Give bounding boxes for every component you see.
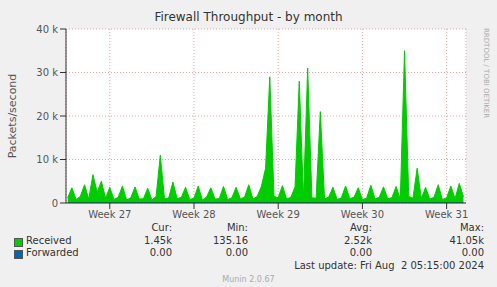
html-text:Avg:: Avg: bbox=[350, 222, 372, 233]
html-text:Munin 2.0.67: Munin 2.0.67 bbox=[222, 275, 275, 284]
svg-text:Week 28: Week 28 bbox=[172, 209, 215, 220]
html-text:RRDTOOL / TOBI OETIKER: RRDTOOL / TOBI OETIKER bbox=[482, 28, 490, 119]
html-text:Firewall Throughput - by month: Firewall Throughput - by month bbox=[154, 10, 343, 24]
html-text:Received: Received bbox=[26, 235, 72, 246]
html-text:Max:: Max: bbox=[460, 222, 484, 233]
html-text:0.00: 0.00 bbox=[149, 247, 172, 258]
svg-text:Week 29: Week 29 bbox=[257, 209, 300, 220]
svg-text:Packets/second: Packets/second bbox=[8, 74, 19, 159]
html-text:Forwarded: Forwarded bbox=[26, 247, 79, 258]
svg-text:20 k: 20 k bbox=[36, 111, 58, 122]
html-text:Min:: Min: bbox=[226, 222, 248, 233]
html-text:Cur:: Cur: bbox=[151, 222, 172, 233]
html-text:0.00: 0.00 bbox=[461, 247, 484, 258]
svg-text:Week 27: Week 27 bbox=[88, 209, 131, 220]
html-text:0.00: 0.00 bbox=[349, 247, 372, 258]
svg-text:10 k: 10 k bbox=[36, 154, 58, 165]
svg-text:Week 30: Week 30 bbox=[341, 209, 384, 220]
html-text:135.16: 135.16 bbox=[213, 235, 248, 246]
svg-text:30 k: 30 k bbox=[36, 67, 58, 78]
svg-text:Week 31: Week 31 bbox=[425, 209, 468, 220]
html-text:1.45k: 1.45k bbox=[143, 235, 172, 246]
svg-text:0: 0 bbox=[52, 198, 58, 209]
svg-text:40 k: 40 k bbox=[36, 24, 58, 35]
html-text:41.05k: 41.05k bbox=[449, 235, 484, 246]
html-text:Last update: Fri Aug 2 05:15:0: Last update: Fri Aug 2 05:15:00 2024 bbox=[294, 260, 484, 271]
html-text:0.00: 0.00 bbox=[225, 247, 248, 258]
html-text:2.52k: 2.52k bbox=[343, 235, 372, 246]
